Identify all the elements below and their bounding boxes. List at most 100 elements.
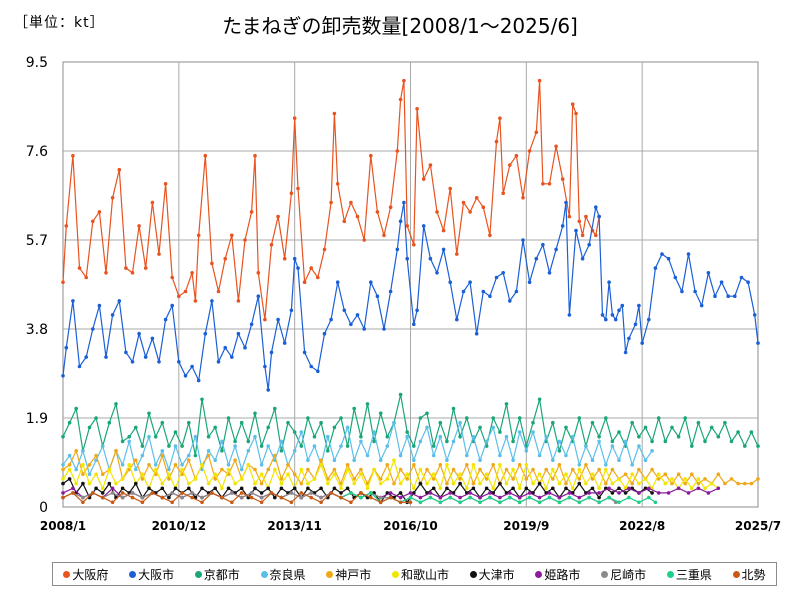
data-point xyxy=(458,420,462,425)
data-point xyxy=(117,299,122,303)
data-point xyxy=(680,289,684,294)
data-point xyxy=(438,495,443,500)
data-point xyxy=(335,182,340,186)
series-line xyxy=(62,492,411,504)
data-point xyxy=(398,500,403,505)
data-point xyxy=(703,486,707,491)
data-point xyxy=(402,200,406,205)
data-point xyxy=(183,289,188,294)
data-point xyxy=(150,336,155,341)
data-point xyxy=(627,486,631,491)
series-奈良県 xyxy=(61,420,654,477)
data-point xyxy=(77,364,82,369)
data-point xyxy=(160,481,165,486)
data-point xyxy=(239,491,244,495)
data-point xyxy=(369,280,373,285)
data-point xyxy=(299,467,304,472)
data-point xyxy=(352,481,357,486)
data-point xyxy=(597,486,601,491)
data-point xyxy=(584,463,588,467)
data-point xyxy=(332,111,337,116)
data-point xyxy=(365,453,370,458)
legend-label: 和歌山市 xyxy=(400,567,449,582)
data-point xyxy=(249,491,254,495)
data-point xyxy=(61,280,65,285)
data-point xyxy=(220,467,224,472)
legend-swatch xyxy=(260,570,268,578)
data-point xyxy=(150,200,155,205)
data-point xyxy=(239,420,244,425)
data-point xyxy=(388,205,393,209)
data-point xyxy=(597,434,601,439)
data-point xyxy=(551,486,555,491)
data-point xyxy=(597,467,601,472)
data-point xyxy=(398,219,403,224)
data-point xyxy=(345,467,350,472)
data-point xyxy=(623,491,628,495)
data-point xyxy=(259,444,264,448)
data-point xyxy=(670,477,674,481)
data-point xyxy=(269,491,274,495)
data-point xyxy=(87,472,92,477)
data-point xyxy=(230,355,234,359)
data-point xyxy=(656,477,661,481)
data-point xyxy=(385,463,390,467)
data-point xyxy=(329,491,333,495)
data-point xyxy=(478,458,482,463)
data-point xyxy=(630,463,634,467)
data-point xyxy=(600,313,605,317)
data-point xyxy=(481,289,486,294)
data-point xyxy=(319,420,323,425)
data-point xyxy=(332,458,337,463)
data-point xyxy=(239,486,244,491)
legend-label: 姫路市 xyxy=(544,567,581,582)
data-point xyxy=(273,406,277,411)
data-point xyxy=(471,486,476,491)
data-point xyxy=(299,444,304,448)
data-point xyxy=(180,495,184,500)
data-point xyxy=(319,486,323,491)
data-point xyxy=(230,233,234,238)
data-point xyxy=(405,256,410,261)
data-point xyxy=(713,294,717,299)
data-point xyxy=(140,453,145,458)
series-group xyxy=(61,78,760,505)
data-point xyxy=(663,472,668,477)
data-point xyxy=(193,299,198,303)
data-point xyxy=(438,486,443,491)
data-point xyxy=(451,406,456,411)
data-point xyxy=(445,439,449,444)
data-point xyxy=(643,477,648,481)
data-point xyxy=(349,500,353,505)
data-point xyxy=(756,477,760,481)
data-point xyxy=(428,163,433,167)
data-point xyxy=(517,430,522,434)
data-point xyxy=(107,420,112,425)
data-point xyxy=(67,463,72,467)
legend-swatch xyxy=(326,570,334,578)
data-point xyxy=(471,434,476,439)
data-point xyxy=(478,481,482,486)
data-point xyxy=(488,495,492,500)
data-point xyxy=(554,247,558,252)
data-point xyxy=(494,139,499,144)
legend-swatch xyxy=(732,570,740,578)
data-point xyxy=(604,481,608,486)
x-tick-label: 2019/9 xyxy=(503,519,549,533)
data-point xyxy=(418,481,423,486)
data-point xyxy=(441,228,446,233)
data-point xyxy=(61,463,65,467)
data-point xyxy=(557,495,562,500)
data-point xyxy=(656,472,661,477)
data-point xyxy=(369,495,373,500)
data-point xyxy=(382,327,386,331)
data-point xyxy=(81,500,85,505)
data-point xyxy=(127,439,131,444)
data-point xyxy=(378,495,383,500)
data-point xyxy=(147,434,151,439)
data-point xyxy=(87,481,92,486)
data-point xyxy=(319,495,323,500)
data-point xyxy=(206,434,211,439)
data-point xyxy=(580,233,585,238)
